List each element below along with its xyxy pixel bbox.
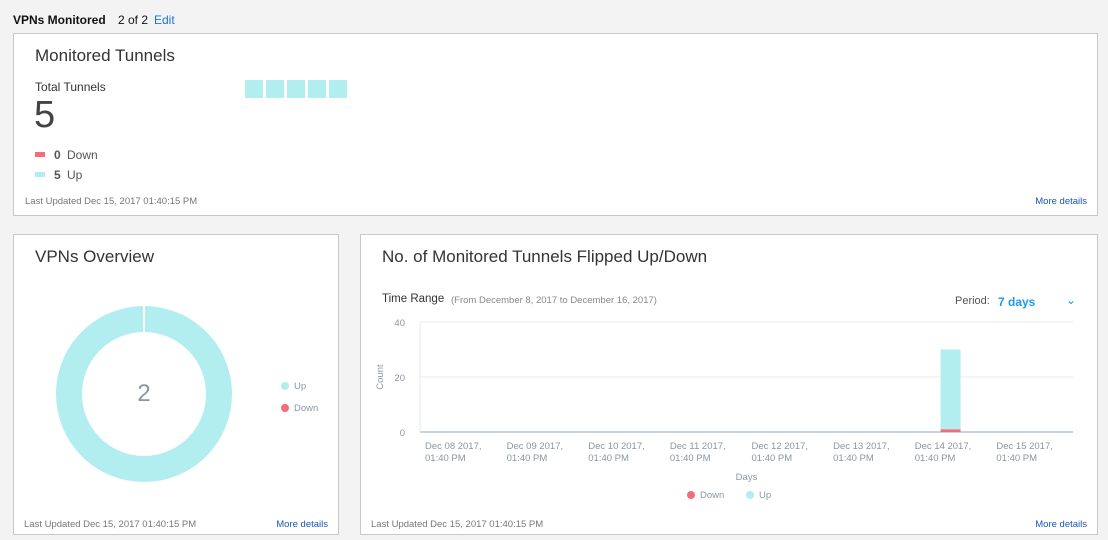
total-tunnels-value: 5 [34,94,56,136]
vpns-monitored-count: 2 of 2 [118,13,149,27]
time-range-label: Time Range [382,293,445,305]
x-tick-label: 01:40 PM [507,453,548,464]
bar-down[interactable] [940,429,961,432]
x-tick-label: 01:40 PM [588,453,629,464]
tunnel-flips-panel: No. of Monitored Tunnels Flipped Up/Down… [360,234,1098,535]
up-label: Up [67,168,83,182]
donut-center-value: 2 [137,380,151,407]
up-dot-icon [746,491,754,499]
more-details-link[interactable]: More details [276,519,328,530]
x-tick-label: Dec 09 2017, [507,441,564,452]
panel-title: No. of Monitored Tunnels Flipped Up/Down [382,247,708,266]
more-details-link[interactable]: More details [1035,519,1087,530]
x-axis-label: Days [736,472,758,483]
x-tick-label: Dec 13 2017, [833,441,890,452]
tunnel-status-tile[interactable] [245,80,263,98]
x-tick-label: 01:40 PM [752,453,793,464]
tunnel-status-tile[interactable] [329,80,347,98]
up-count: 5 [54,168,61,182]
period-label: Period: [955,295,990,307]
x-tick-label: Dec 12 2017, [752,441,809,452]
chevron-down-icon[interactable]: ⌄ [1066,293,1077,307]
tunnel-status-tile[interactable] [287,80,305,98]
legend-down[interactable]: Down [281,403,318,414]
more-details-link[interactable]: More details [1035,196,1087,207]
x-tick-label: 01:40 PM [915,453,956,464]
edit-link[interactable]: Edit [154,13,175,27]
down-label: Down [67,148,98,162]
vpns-overview-panel: VPNs Overview 2 Up Down Last Updated Dec… [13,234,339,535]
up-legend-swatch [35,172,45,177]
chart-legend-down[interactable]: Down [687,490,724,501]
period-value: 7 days [998,295,1036,309]
up-dot-icon [281,382,289,390]
x-tick-label: 01:40 PM [833,453,874,464]
time-range-value: (From December 8, 2017 to December 16, 2… [451,295,657,306]
panel-title: Monitored Tunnels [35,46,175,65]
down-dot-icon [281,404,289,412]
y-tick-label: 0 [400,428,405,439]
chart-legend-up[interactable]: Up [746,490,771,501]
tunnel-status-tile[interactable] [308,80,326,98]
x-tick-label: 01:40 PM [996,453,1037,464]
y-axis-label: Count [375,364,386,390]
last-updated: Last Updated Dec 15, 2017 01:40:15 PM [25,196,198,207]
down-count: 0 [54,148,61,162]
tunnel-status-tile[interactable] [266,80,284,98]
down-legend-swatch [35,152,45,157]
total-tunnels-label: Total Tunnels [35,80,106,94]
x-tick-label: Dec 14 2017, [915,441,972,452]
bar-up[interactable] [940,349,961,430]
period-select[interactable]: 7 days [998,295,1078,309]
x-tick-label: Dec 11 2017, [670,441,726,452]
x-tick-label: Dec 10 2017, [588,441,645,452]
x-tick-label: Dec 08 2017, [425,441,482,452]
y-tick-label: 40 [394,318,405,329]
vpns-monitored-label: VPNs Monitored [13,13,106,27]
x-tick-label: Dec 15 2017, [996,441,1053,452]
y-tick-label: 20 [394,373,405,384]
vpn-donut-chart [56,306,232,482]
panel-title: VPNs Overview [35,247,155,266]
x-tick-label: 01:40 PM [670,453,711,464]
last-updated: Last Updated Dec 15, 2017 01:40:15 PM [24,519,197,530]
monitored-tunnels-panel: Monitored Tunnels Total Tunnels 5 0 Down… [13,33,1098,216]
x-tick-label: 01:40 PM [425,453,466,464]
down-dot-icon [687,491,695,499]
legend-up[interactable]: Up [281,381,306,392]
last-updated: Last Updated Dec 15, 2017 01:40:15 PM [371,519,544,530]
